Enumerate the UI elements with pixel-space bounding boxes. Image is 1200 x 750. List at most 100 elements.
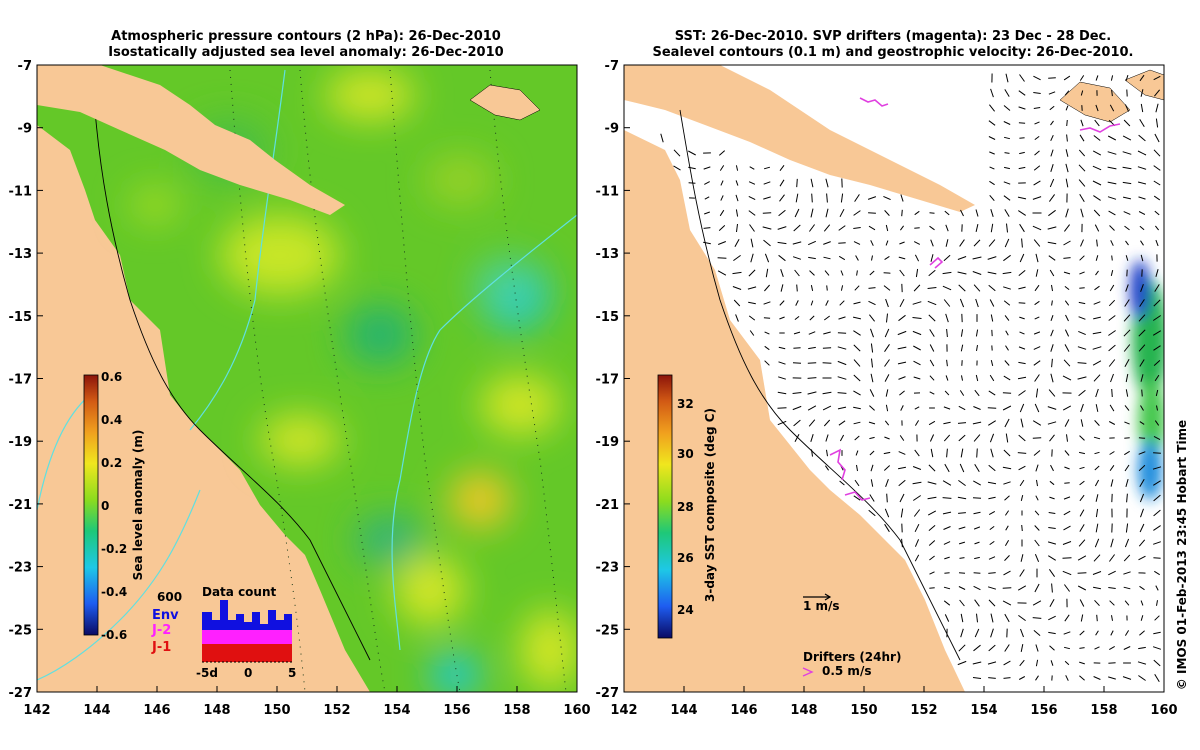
data-count-xtick-0: -5d — [196, 666, 218, 680]
velocity-arrow — [777, 407, 787, 409]
velocity-arrow — [1137, 166, 1147, 170]
velocity-arrow — [840, 193, 844, 203]
velocity-arrow — [1080, 119, 1084, 127]
velocity-arrow — [959, 463, 965, 473]
velocity-arrow — [1079, 599, 1085, 607]
velocity-arrow — [990, 628, 994, 638]
velocity-arrow — [1004, 644, 1010, 652]
right-colorbar-label: 3-day SST composite (deg C) — [703, 408, 717, 602]
velocity-arrow — [1051, 583, 1053, 593]
left-title-line1: Atmospheric pressure contours (2 hPa): 2… — [111, 29, 501, 44]
velocity-arrow — [927, 510, 937, 516]
velocity-arrow — [1080, 614, 1084, 622]
velocity-arrow — [823, 224, 831, 232]
velocity-arrow — [853, 390, 861, 396]
velocity-arrow — [914, 227, 920, 229]
velocity-arrow — [1066, 434, 1068, 442]
velocity-arrow — [898, 376, 906, 380]
right-lon-label: 142 — [610, 703, 637, 718]
velocity-arrow — [1065, 105, 1069, 111]
velocity-arrow — [1062, 541, 1072, 545]
right-lat-label: -25 — [596, 623, 620, 638]
velocity-arrow — [1066, 119, 1068, 127]
velocity-arrow — [792, 405, 802, 411]
velocity-arrow — [973, 480, 981, 486]
velocity-arrow — [990, 314, 994, 322]
velocity-arrow — [1019, 403, 1025, 413]
velocity-arrow — [1049, 269, 1055, 277]
left-cbar-tick-0: 0.6 — [101, 370, 122, 384]
velocity-arrow — [1049, 645, 1055, 651]
velocity-arrow — [976, 448, 978, 458]
velocity-arrow — [810, 300, 814, 306]
velocity-arrow — [1094, 420, 1100, 426]
velocity-arrow — [1018, 106, 1026, 110]
velocity-arrow — [1050, 315, 1054, 321]
left-sla-blobs — [130, 70, 577, 692]
left-lat-label: -19 — [9, 435, 33, 450]
velocity-arrow — [1078, 179, 1086, 187]
velocity-arrow — [1139, 479, 1145, 487]
velocity-arrow — [823, 256, 831, 260]
velocity-arrow — [1153, 195, 1161, 201]
velocity-arrow — [1005, 433, 1009, 443]
velocity-arrow — [1032, 225, 1042, 231]
velocity-arrow — [853, 359, 861, 367]
velocity-arrow — [1066, 134, 1068, 142]
velocity-arrow — [1033, 92, 1041, 94]
velocity-arrow — [1063, 240, 1071, 246]
velocity-arrow — [975, 329, 979, 337]
velocity-arrow — [1079, 134, 1085, 142]
velocity-arrow — [1079, 271, 1085, 275]
velocity-arrow — [823, 419, 831, 427]
velocity-arrow — [749, 330, 755, 336]
velocity-arrow — [898, 451, 906, 455]
velocity-arrow — [1017, 196, 1027, 200]
velocity-arrow — [884, 255, 890, 261]
velocity-arrow — [795, 193, 799, 203]
velocity-arrow — [838, 316, 846, 320]
velocity-arrow — [1048, 91, 1056, 95]
velocity-arrow — [869, 450, 875, 456]
velocity-arrow — [1125, 255, 1129, 261]
velocity-arrow — [946, 359, 948, 367]
velocity-arrow — [1002, 600, 1012, 606]
velocity-arrow — [673, 149, 681, 157]
velocity-arrow — [1049, 434, 1055, 442]
velocity-arrow — [945, 239, 949, 247]
left-lon-label: 144 — [83, 703, 110, 718]
velocity-arrow — [898, 466, 906, 470]
velocity-arrow — [1063, 271, 1071, 275]
velocity-arrow — [688, 150, 696, 156]
velocity-arrow — [777, 226, 787, 230]
velocity-arrow — [929, 375, 935, 381]
right-lon-label: 152 — [910, 703, 937, 718]
velocity-arrow — [1019, 316, 1025, 320]
velocity-arrow — [959, 298, 965, 308]
velocity-arrow — [839, 434, 845, 442]
left-cbar-tick-4: -0.2 — [101, 542, 127, 556]
velocity-arrow — [1095, 404, 1099, 412]
velocity-arrow — [792, 241, 802, 245]
velocity-arrow — [958, 434, 966, 442]
velocity-arrow — [856, 464, 858, 472]
velocity-arrow — [1123, 211, 1131, 215]
velocity-arrow — [1064, 466, 1070, 470]
velocity-arrow — [973, 239, 981, 247]
velocity-arrow — [885, 240, 889, 246]
velocity-arrow — [958, 541, 966, 545]
velocity-arrow — [856, 270, 858, 276]
velocity-arrow — [1034, 135, 1040, 141]
right-lat-label: -19 — [596, 435, 620, 450]
velocity-arrow — [1079, 647, 1085, 649]
velocity-arrow — [796, 284, 798, 292]
velocity-arrow — [945, 375, 949, 381]
velocity-arrow — [1152, 330, 1162, 336]
velocity-arrow — [735, 209, 739, 217]
velocity-arrow — [1078, 149, 1086, 157]
velocity-arrow — [1109, 645, 1115, 651]
velocity-arrow — [943, 586, 951, 590]
velocity-arrow — [1078, 330, 1086, 336]
velocity-arrow — [777, 391, 787, 395]
